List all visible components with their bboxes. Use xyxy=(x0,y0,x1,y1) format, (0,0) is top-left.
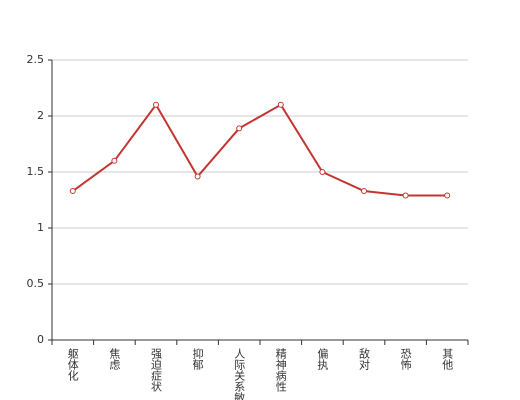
x-tick-label: 敌对 xyxy=(358,347,371,370)
point xyxy=(402,192,409,199)
y-tick-label: 1.5 xyxy=(27,165,45,178)
point xyxy=(69,188,76,195)
y-tick-label: 2.5 xyxy=(27,53,45,66)
point xyxy=(361,188,367,195)
x-tick-label: 其他 xyxy=(441,348,454,370)
point xyxy=(236,125,243,132)
point xyxy=(153,101,159,108)
y-tick-label: 0 xyxy=(37,333,44,346)
line xyxy=(72,102,448,197)
point xyxy=(319,169,326,175)
x-tick-label: 人际关系敏感 xyxy=(233,348,246,400)
x-tick-label: 焦虑 xyxy=(108,348,121,370)
x-tick-label: 抑郁 xyxy=(191,347,204,370)
point xyxy=(111,157,118,164)
point xyxy=(194,173,201,180)
point xyxy=(277,101,284,108)
x-tick-label: 躯体化 xyxy=(66,348,79,382)
y-tick-label: 0.5 xyxy=(27,277,45,290)
point xyxy=(444,192,451,199)
y-tick-label: 2 xyxy=(37,109,44,122)
x-tick-label: 强迫症状 xyxy=(150,348,163,392)
y-tick-label: 1 xyxy=(37,221,44,234)
x-tick-label: 恐怖 xyxy=(399,348,412,370)
x-tick-label: 精神病性 xyxy=(274,348,287,393)
x-tick-label: 偏执 xyxy=(316,347,329,371)
